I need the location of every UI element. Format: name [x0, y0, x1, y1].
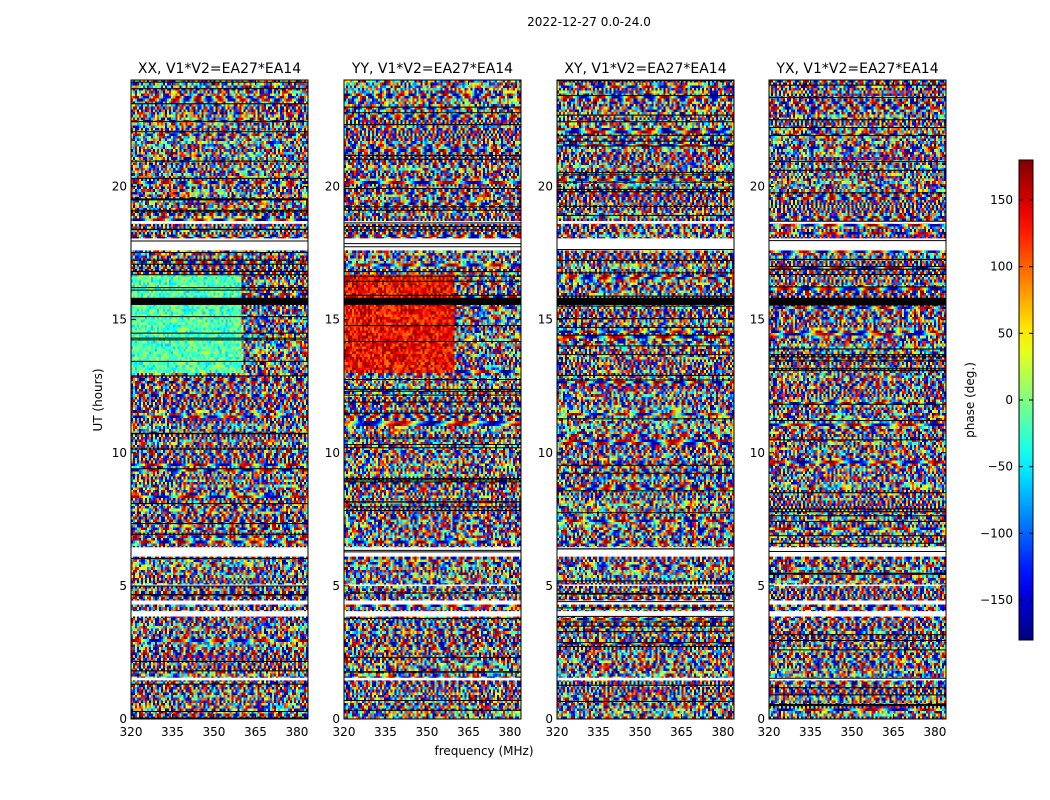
x-tick-label: 350	[416, 725, 439, 739]
flagged-band	[131, 584, 308, 586]
colorbar: 150 100 50 0 −50 −100 −150	[980, 159, 1034, 641]
flagged-band	[557, 238, 734, 251]
y-tick-label: 10	[325, 446, 340, 460]
flagged-band	[131, 611, 308, 617]
flagged-band	[344, 238, 521, 251]
x-tick-label: 335	[161, 725, 184, 739]
flagged-band	[769, 677, 946, 681]
x-tick-label: 380	[498, 725, 521, 739]
x-tick-label: 335	[374, 725, 397, 739]
colorbar-tick-label: 0	[1005, 393, 1013, 407]
x-tick-label: 380	[285, 725, 308, 739]
y-tick-label: 10	[750, 446, 765, 460]
flagged-band	[769, 221, 946, 224]
flagged-band	[769, 611, 946, 617]
scan-boundary-band	[344, 297, 521, 305]
x-tick-label: 365	[244, 725, 267, 739]
panel-title: YY, V1*V2=EA27*EA14	[351, 61, 513, 77]
panel-yx: YX, V1*V2=EA27*EA14 320 335 350 365 380 0 5 10 15…	[750, 61, 947, 739]
panel-frame	[556, 79, 735, 720]
flagged-band	[344, 677, 521, 681]
x-tick-label: 365	[882, 725, 905, 739]
panels-group: XX, V1*V2=EA27*EA14 320 335 350 365 380 0 5 10 15…	[112, 61, 947, 739]
y-tick-label: 10	[112, 446, 127, 460]
panel-title: XY, V1*V2=EA27*EA14	[564, 61, 726, 77]
flagged-band	[769, 238, 946, 251]
y-tick-label: 20	[325, 180, 340, 194]
x-tick-label: 335	[587, 725, 610, 739]
x-tick-label: 350	[629, 725, 652, 739]
flagged-band	[344, 611, 521, 617]
phase-heatmap-yx	[769, 80, 946, 719]
scan-boundary-band	[131, 297, 308, 305]
flagged-band	[131, 547, 308, 557]
x-tick-label: 350	[203, 725, 226, 739]
y-tick-label: 0	[757, 712, 765, 726]
flagged-band	[557, 611, 734, 617]
flagged-band	[769, 600, 946, 605]
colorbar-tick-label: 100	[990, 260, 1013, 274]
phase-heatmap-xx	[131, 80, 308, 719]
x-tick-label: 365	[670, 725, 693, 739]
colorbar-tick-label: −50	[988, 460, 1013, 474]
flagged-band	[557, 547, 734, 557]
figure-suptitle: 2022-12-27 0.0-24.0	[527, 15, 651, 29]
y-tick-label: 5	[545, 579, 553, 593]
flagged-band	[344, 600, 521, 605]
y-axis-label: UT (hours)	[91, 368, 105, 431]
colorbar-tick-label: 150	[990, 193, 1013, 207]
x-tick-label: 335	[799, 725, 822, 739]
panel-frame	[130, 79, 309, 720]
y-tick-label: 0	[545, 712, 553, 726]
x-tick-label: 365	[457, 725, 480, 739]
scan-boundary-band	[557, 297, 734, 305]
y-tick-label: 20	[112, 180, 127, 194]
y-tick-label: 15	[325, 313, 340, 327]
colorbar-tick-label: −150	[980, 593, 1013, 607]
y-tick-label: 5	[332, 579, 340, 593]
flagged-band	[557, 600, 734, 605]
y-tick-label: 0	[119, 712, 127, 726]
y-tick-label: 5	[757, 579, 765, 593]
y-tick-label: 20	[750, 180, 765, 194]
flagged-band	[557, 584, 734, 586]
x-tick-label: 380	[923, 725, 946, 739]
colorbar-tick-label: 50	[998, 326, 1013, 340]
x-tick-label: 380	[711, 725, 734, 739]
y-tick-label: 20	[538, 180, 553, 194]
x-tick-label: 320	[120, 725, 143, 739]
colorbar-tick-label: −100	[980, 526, 1013, 540]
flagged-band	[131, 677, 308, 681]
y-tick-label: 5	[119, 579, 127, 593]
flagged-band	[557, 221, 734, 224]
y-tick-label: 15	[538, 313, 553, 327]
x-tick-label: 320	[758, 725, 781, 739]
phase-heatmap-xy	[557, 80, 734, 719]
y-tick-label: 15	[750, 313, 765, 327]
x-tick-label: 350	[841, 725, 864, 739]
flagged-band	[131, 238, 308, 251]
y-tick-label: 15	[112, 313, 127, 327]
x-axis-label: frequency (MHz)	[434, 744, 533, 758]
panel-xx: XX, V1*V2=EA27*EA14 320 335 350 365 380 0 5 10 15…	[112, 61, 309, 739]
x-tick-label: 320	[333, 725, 356, 739]
panel-title: YX, V1*V2=EA27*EA14	[775, 61, 938, 77]
panel-xy: XY, V1*V2=EA27*EA14 320 335 350 365 380 0 5 10 15…	[538, 61, 735, 739]
phase-heatmap-yy	[344, 80, 521, 719]
panel-title: XX, V1*V2=EA27*EA14	[138, 61, 301, 77]
x-tick-label: 320	[546, 725, 569, 739]
y-tick-label: 0	[332, 712, 340, 726]
panel-frame	[768, 79, 947, 720]
panel-frame	[343, 79, 522, 720]
y-tick-label: 10	[538, 446, 553, 460]
flagged-band	[769, 584, 946, 586]
flagged-band	[344, 584, 521, 586]
panel-yy: YY, V1*V2=EA27*EA14 320 335 350 365 380 0 5 10 15…	[325, 61, 522, 739]
flagged-band	[557, 677, 734, 681]
scan-boundary-band	[769, 297, 946, 305]
colorbar-label: phase (deg.)	[963, 362, 977, 438]
flagged-band	[131, 221, 308, 224]
flagged-band	[131, 600, 308, 605]
